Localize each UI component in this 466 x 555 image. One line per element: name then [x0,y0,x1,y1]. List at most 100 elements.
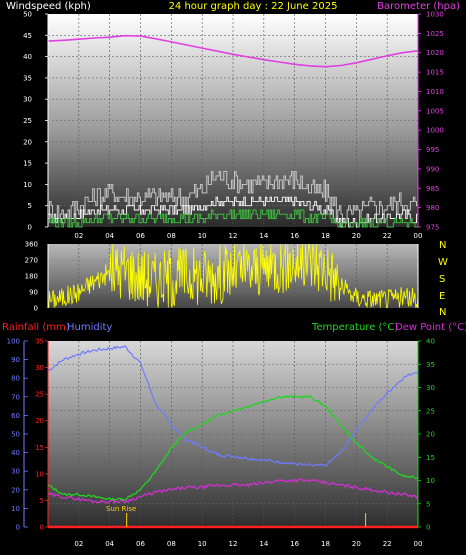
y-tick-label: 5 [426,500,430,508]
y-tick-label: 25 [35,391,44,399]
y-tick-label: 35 [23,74,32,82]
y-tick-label: 995 [426,146,439,154]
compass-s: S [439,274,445,285]
y-tick-label: 30 [11,468,20,476]
y-tick-label: 25 [23,117,32,125]
x-tick-label: 02 [74,232,83,240]
y-tick-label: 80 [11,375,20,383]
wind-direction-line [47,244,419,309]
y-tick-label: 360 [25,241,38,249]
barometer-line [47,34,419,68]
compass-e: E [439,291,445,302]
graph-title: 24 hour graph day : 22 June 2025 [169,1,338,12]
y-tick-label: 40 [11,449,20,457]
x-tick-label: 12 [229,540,238,548]
y-tick-label: 10 [23,181,32,189]
y-tick-label: 70 [11,393,20,401]
y-tick-label: 20 [426,431,435,439]
average-wind-line [48,209,419,228]
y-tick-label: 5 [40,497,44,505]
y-tick-label: 0 [34,305,38,313]
x-tick-label: 04 [105,232,114,240]
y-tick-label: 30 [35,364,44,372]
y-tick-label: 30 [426,384,435,392]
y-tick-label: 40 [426,338,435,346]
y-tick-label: 1020 [426,49,444,57]
x-tick-label: 12 [229,232,238,240]
y-tick-label: 270 [25,257,38,265]
y-tick-label: 30 [23,96,32,104]
x-tick-label: 14 [259,540,268,548]
x-tick-label: 20 [352,540,361,548]
y-tick-label: 15 [426,454,435,462]
x-tick-label: 08 [167,540,176,548]
x-tick-label: 08 [167,232,176,240]
compass-w: W [438,257,448,268]
humidity-axis-title: Humidity [67,322,112,333]
x-tick-label: 10 [198,540,207,548]
x-tick-label: 04 [105,540,114,548]
y-tick-label: 985 [426,185,439,193]
x-tick-label: 20 [352,232,361,240]
y-tick-label: 100 [7,338,20,346]
y-tick-label: 1000 [426,127,444,135]
temperature-line [47,394,419,502]
x-tick-label: 06 [136,232,145,240]
x-tick-label: 14 [259,232,268,240]
y-tick-label: 60 [11,412,20,420]
y-tick-label: 15 [23,160,32,168]
compass-n-top: N [439,240,446,251]
y-tick-label: 990 [426,165,439,173]
y-tick-label: 15 [35,444,44,452]
temperature-axis-title: Temperature (°C) [311,322,398,333]
y-tick-label: 1025 [426,30,444,38]
y-tick-label: 20 [23,138,32,146]
rainfall-axis-title: Rainfall (mm) [2,322,70,333]
y-tick-label: 0 [28,224,32,232]
y-tick-label: 25 [426,407,435,415]
y-tick-label: 0 [40,524,44,532]
y-tick-label: 45 [23,32,32,40]
x-tick-label: 16 [290,540,299,548]
compass-labels: N W S E N [438,240,448,318]
x-tick-label: 22 [383,540,392,548]
y-tick-label: 5 [28,202,32,210]
y-tick-label: 90 [11,356,20,364]
y-tick-label: 50 [23,11,32,19]
y-tick-label: 50 [11,431,20,439]
y-tick-label: 0 [16,524,20,532]
gust-line [48,171,419,224]
x-tick-label: 18 [321,232,330,240]
windspeed-axis-title: Windspeed (kph) [6,1,91,12]
x-tick-label: 10 [198,232,207,240]
y-tick-label: 20 [35,417,44,425]
y-tick-label: 1010 [426,88,444,96]
y-tick-label: 90 [29,289,38,297]
x-tick-label: 00 [414,540,423,548]
y-tick-label: 10 [426,477,435,485]
barometer-axis-title: Barometer (hpa) [377,1,460,12]
y-tick-label: 980 [426,204,439,212]
dewpoint-axis-title: Dew Point (°C) [395,322,466,333]
x-tick-label: 00 [414,232,423,240]
humidity-line [47,344,419,467]
y-tick-label: 35 [426,361,435,369]
x-tick-label: 16 [290,232,299,240]
x-tick-label: 22 [383,232,392,240]
dewpoint-line [47,478,419,505]
compass-n-bottom: N [439,307,446,318]
y-tick-label: 10 [35,470,44,478]
y-tick-label: 1015 [426,69,444,77]
y-tick-label: 10 [11,505,20,513]
y-tick-label: 0 [426,524,430,532]
y-tick-label: 1030 [426,11,444,19]
y-tick-label: 20 [11,486,20,494]
sunrise-label: Sun Rise [106,505,136,513]
y-tick-label: 180 [25,273,38,281]
y-tick-label: 40 [23,53,32,61]
y-tick-label: 1005 [426,107,444,115]
x-tick-label: 02 [74,540,83,548]
x-tick-label: 06 [136,540,145,548]
y-tick-label: 975 [426,224,439,232]
